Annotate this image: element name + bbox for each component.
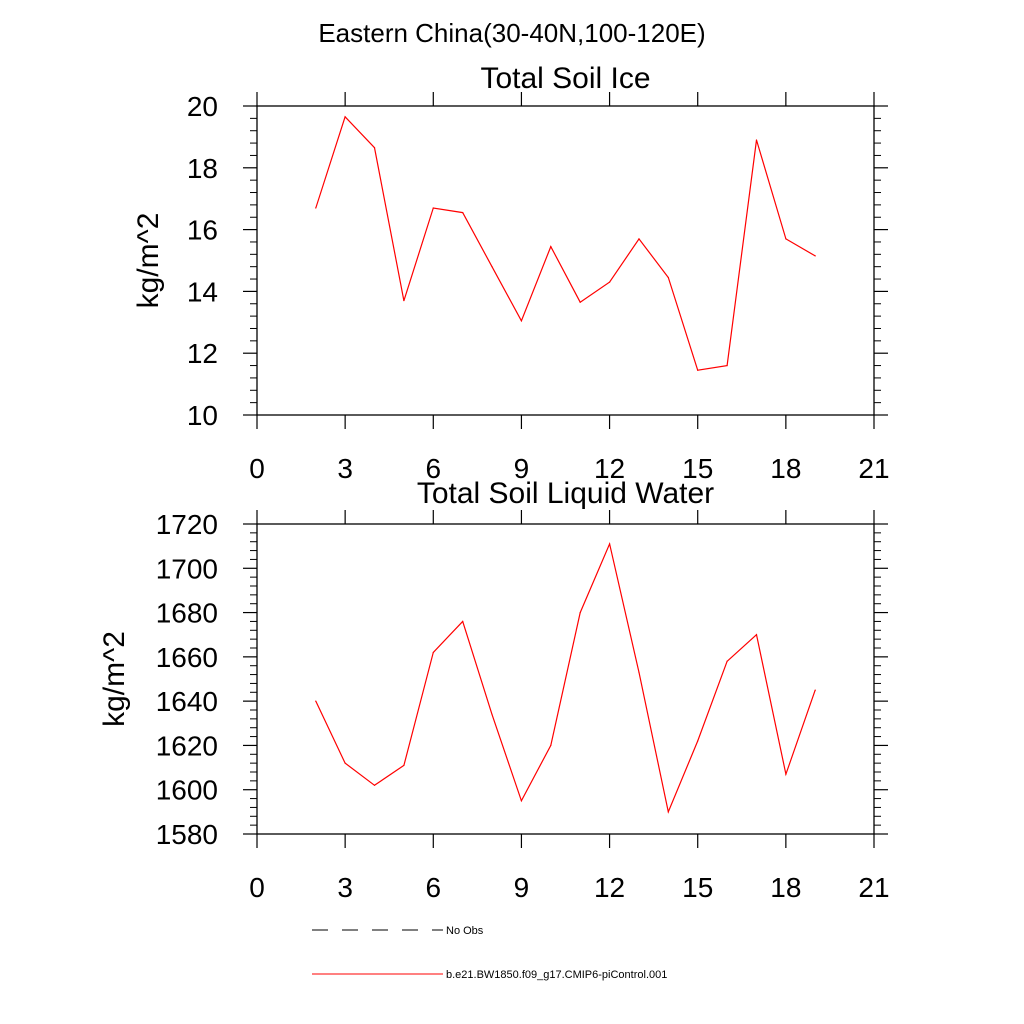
plot-frame	[256, 523, 875, 835]
data-point	[432, 651, 434, 654]
data-point	[550, 245, 552, 248]
x-tick-label: 21	[858, 872, 889, 903]
data-point	[785, 238, 787, 240]
data-point	[755, 634, 758, 636]
x-tick-label: 6	[425, 453, 441, 484]
data-point	[667, 811, 669, 813]
data-point	[550, 744, 552, 747]
series-line	[315, 115, 816, 371]
data-point	[373, 784, 376, 786]
series-line	[315, 541, 816, 814]
x-tick-label: 9	[514, 872, 530, 903]
y-tick-label: 16	[187, 215, 218, 246]
data-point	[491, 266, 493, 268]
data-point	[697, 740, 699, 742]
y-tick-label: 20	[187, 91, 218, 122]
y-tick-label: 1680	[156, 598, 218, 629]
legend: No Obs b.e21.BW1850.f09_g17.CMIP6-piContr…	[312, 925, 667, 981]
y-tick-label: 1660	[156, 642, 218, 673]
data-point	[373, 147, 376, 149]
y-tick-label: 1600	[156, 775, 218, 806]
y-tick-label: 1720	[156, 509, 218, 540]
data-point	[403, 300, 405, 302]
data-point	[755, 139, 758, 141]
x-tick-label: 6	[425, 872, 441, 903]
y-tick-label: 18	[187, 153, 218, 184]
x-tick-label: 0	[249, 872, 265, 903]
y-tick-label: 14	[187, 276, 218, 307]
data-point	[462, 620, 464, 623]
data-point	[726, 660, 728, 662]
legend-label: No Obs	[446, 925, 484, 937]
data-point	[462, 212, 464, 214]
legend-label: b.e21.BW1850.f09_g17.CMIP6-piControl.001	[446, 969, 667, 981]
data-point	[667, 276, 669, 279]
panel-title: Total Soil Liquid Water	[417, 477, 714, 510]
x-tick-label: 9	[514, 453, 530, 484]
x-tick-label: 15	[682, 453, 713, 484]
x-tick-label: 3	[337, 453, 353, 484]
data-point	[344, 116, 346, 118]
data-point	[608, 543, 611, 545]
x-tick-label: 12	[594, 872, 625, 903]
x-tick-label: 21	[858, 453, 889, 484]
y-tick-label: 1580	[156, 819, 218, 850]
data-point	[608, 281, 611, 283]
data-point	[520, 800, 523, 802]
data-point	[432, 207, 434, 209]
data-point	[726, 364, 728, 367]
data-point	[579, 611, 581, 614]
data-point	[814, 689, 816, 691]
data-point	[785, 773, 787, 775]
data-point	[344, 762, 346, 764]
data-point	[491, 713, 493, 716]
data-point	[638, 671, 640, 673]
x-tick-label: 18	[770, 453, 801, 484]
plot-frame	[256, 105, 875, 416]
y-axis-label: kg/m^2	[132, 213, 165, 309]
x-tick-label: 0	[249, 453, 265, 484]
plots: Total Soil Ice kg/m^2 0 3 6 9 12 15 18 21 10 12 14 16…	[98, 62, 890, 903]
data-point	[579, 301, 581, 303]
data-point	[814, 255, 816, 257]
y-tick-label: 12	[187, 338, 218, 369]
y-tick-label: 10	[187, 400, 218, 431]
data-point	[403, 764, 405, 766]
panel-2: Total Soil Liquid Water kg/m^2 0 3 6 9 12 15 18 2…	[98, 477, 890, 903]
panel-1: Total Soil Ice kg/m^2 0 3 6 9 12 15 18 21 10 12 14 16…	[132, 62, 890, 484]
data-point	[697, 369, 699, 371]
x-tick-label: 18	[770, 872, 801, 903]
y-tick-label: 1640	[156, 686, 218, 717]
data-point	[315, 700, 317, 702]
data-point	[520, 320, 523, 322]
x-tick-label: 3	[337, 872, 353, 903]
y-tick-label: 1620	[156, 730, 218, 761]
panel-title: Total Soil Ice	[480, 62, 650, 95]
y-axis-label: kg/m^2	[98, 631, 131, 727]
figure-title: Eastern China(30-40N,100-120E)	[318, 18, 705, 48]
data-point	[638, 238, 640, 240]
y-tick-label: 1700	[156, 553, 218, 584]
data-point	[315, 207, 317, 209]
x-tick-label: 15	[682, 872, 713, 903]
x-tick-label: 12	[594, 453, 625, 484]
